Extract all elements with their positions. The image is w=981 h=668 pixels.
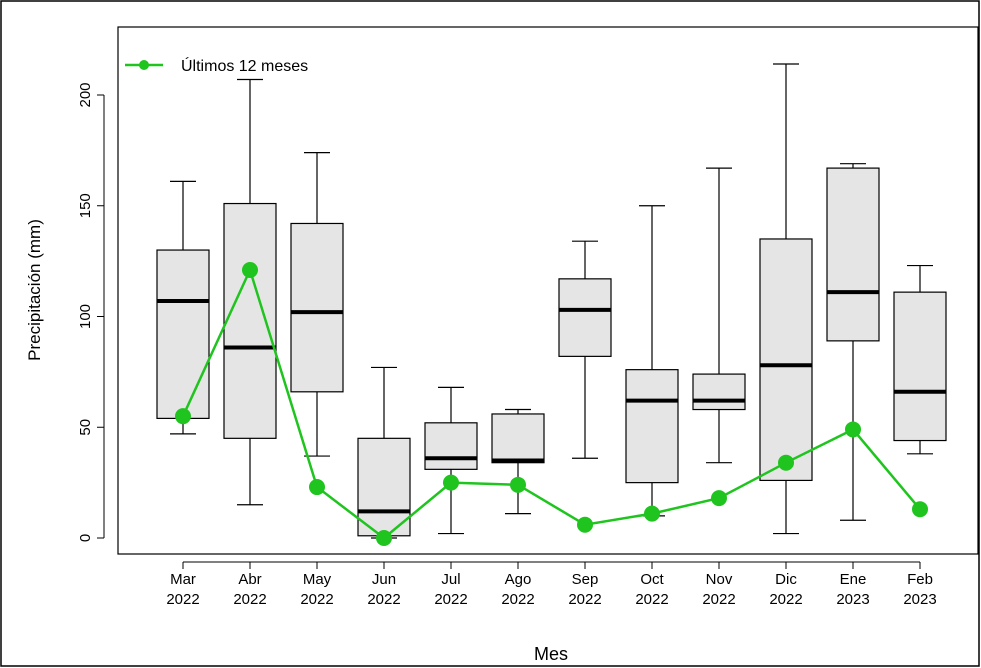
series-ultimos-12-meses — [175, 261, 928, 546]
y-axis: 0 50 100 150 200 — [77, 82, 105, 542]
x-tick-label-year: 2022 — [568, 591, 601, 608]
y-tick-label: 0 — [77, 534, 94, 542]
x-tick-label-month: Dic — [775, 571, 797, 588]
x-tick-label-year: 2023 — [836, 591, 869, 608]
legend: Últimos 12 meses — [125, 56, 308, 75]
y-tick-label: 100 — [77, 304, 94, 329]
box-abr — [223, 78, 277, 506]
box-mar — [156, 180, 210, 435]
y-axis-label: Precipitación (mm) — [25, 219, 44, 361]
x-tick-label-year: 2022 — [501, 591, 534, 608]
iqr-box — [893, 291, 947, 442]
x-axis: Mar 2022 Abr 2022 May 2022 Jun 2022 Jul 2022 Ago 20… — [166, 561, 937, 608]
series-point — [309, 479, 325, 496]
iqr-box — [424, 422, 478, 470]
plot-frame — [117, 26, 979, 555]
boxplot-boxes — [156, 63, 947, 539]
x-tick-label-month: May — [303, 571, 332, 588]
x-tick-label-year: 2022 — [300, 591, 333, 608]
iqr-box — [625, 369, 679, 484]
series-point — [711, 490, 727, 507]
series-point — [912, 501, 928, 518]
x-tick-label-month: Jun — [372, 571, 396, 588]
series-point — [443, 474, 459, 491]
x-tick-label-month: Jul — [441, 571, 460, 588]
x-tick-label-year: 2022 — [769, 591, 802, 608]
series-point — [845, 421, 861, 438]
x-tick-label-year: 2022 — [702, 591, 735, 608]
iqr-box — [558, 278, 612, 357]
series-line — [181, 266, 921, 540]
x-tick-label-month: Nov — [706, 571, 733, 588]
x-tick-label-year: 2022 — [367, 591, 400, 608]
x-tick-label-month: Ago — [505, 571, 532, 588]
box-ene — [826, 163, 880, 521]
iqr-box — [692, 373, 746, 411]
series-point — [175, 408, 191, 425]
series-point — [778, 454, 794, 471]
box-oct — [625, 205, 679, 517]
series-point — [242, 261, 258, 278]
box-ago — [491, 408, 545, 515]
x-tick-label-year: 2023 — [903, 591, 936, 608]
box-jul — [424, 386, 478, 535]
iqr-box — [357, 437, 411, 537]
box-dic — [759, 63, 813, 535]
iqr-box — [156, 249, 210, 419]
box-nov — [692, 167, 746, 464]
x-tick-label-month: Feb — [907, 571, 933, 588]
x-tick-label-year: 2022 — [233, 591, 266, 608]
x-tick-label-month: Mar — [170, 571, 196, 588]
y-tick-label: 150 — [77, 193, 94, 218]
x-tick-label-month: Abr — [238, 571, 261, 588]
series-point — [577, 516, 593, 533]
y-tick-label: 50 — [77, 419, 94, 436]
y-tick-label: 200 — [77, 82, 94, 107]
box-sep — [558, 240, 612, 459]
x-tick-label-month: Oct — [640, 571, 664, 588]
iqr-box — [759, 238, 813, 482]
legend-label: Últimos 12 meses — [181, 56, 308, 75]
series-point — [376, 530, 392, 546]
box-feb — [893, 264, 947, 455]
iqr-box — [491, 413, 545, 464]
box-may — [290, 151, 344, 457]
iqr-box — [223, 202, 277, 439]
x-tick-label-year: 2022 — [635, 591, 668, 608]
x-tick-label-year: 2022 — [434, 591, 467, 608]
x-tick-label-year: 2022 — [166, 591, 199, 608]
iqr-box — [290, 222, 344, 393]
series-point — [644, 505, 660, 522]
iqr-box — [826, 167, 880, 342]
legend-marker-swatch — [139, 60, 149, 70]
series-point — [510, 476, 526, 493]
x-tick-label-month: Ene — [840, 571, 867, 588]
x-tick-label-month: Sep — [572, 571, 599, 588]
x-axis-label: Mes — [534, 644, 568, 664]
